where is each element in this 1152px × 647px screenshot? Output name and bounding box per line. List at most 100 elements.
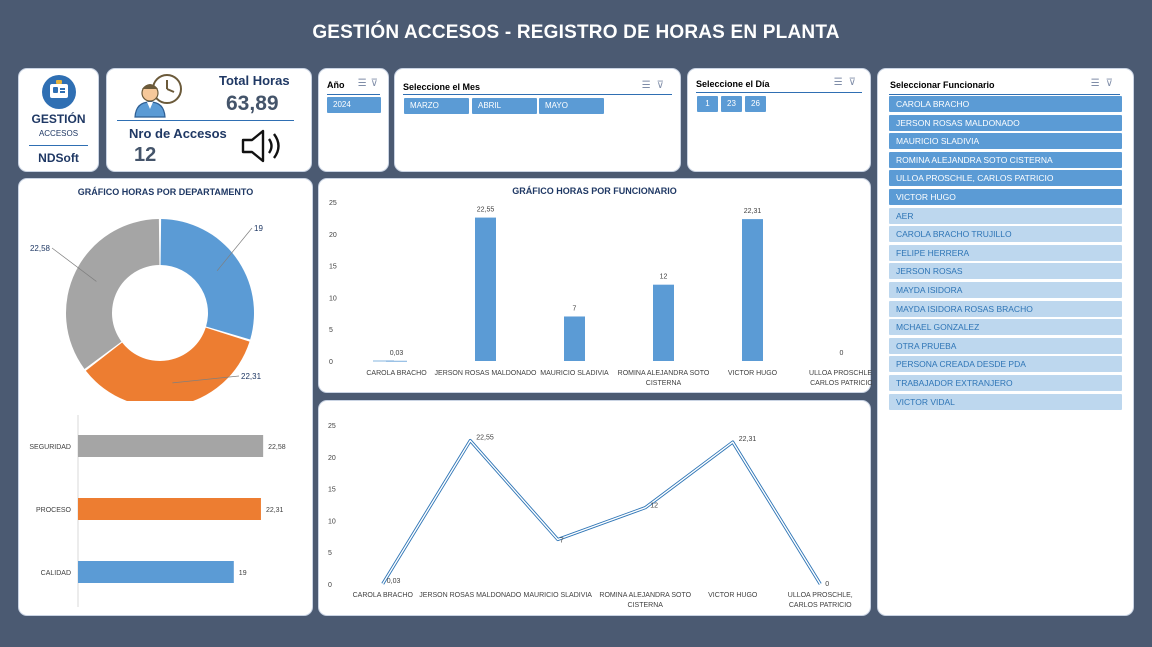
clear-filter-icon[interactable]: ⊽ — [370, 78, 382, 89]
point-value-label: 7 — [560, 537, 564, 544]
bar-romina-alejandra-soto-cisterna[interactable] — [653, 284, 674, 361]
employee-slicer-title: Seleccionar Funcionario — [890, 80, 995, 90]
bar-jerson-rosas-maldonado[interactable] — [475, 217, 496, 361]
employee-item-carola-bracho[interactable]: CAROLA BRACHO — [889, 96, 1122, 112]
bar-calidad[interactable] — [78, 561, 234, 583]
category-label: VICTOR HUGO — [728, 370, 778, 377]
point-value-label: 22,31 — [739, 436, 757, 443]
day-item-23[interactable]: 23 — [721, 96, 742, 112]
y-tick-label: 0 — [328, 582, 332, 589]
employee-line-chart: 0 5 10 15 20 25 0,03 CAROLA BRACHO 22,55 JERSON R… — [328, 423, 853, 609]
leader-line — [216, 227, 253, 272]
month-slicer: Seleccione el Mes ☰⊽ MARZO ABRIL MAYO — [394, 68, 681, 172]
y-tick-label: 20 — [328, 455, 336, 462]
employee-item-persona-creada-desde-pda[interactable]: PERSONA CREADA DESDE PDA — [889, 356, 1122, 373]
employee-item-mayda-isidora-rosas-bracho[interactable]: MAYDA ISIDORA ROSAS BRACHO — [889, 300, 1122, 317]
category-label: ROMINA ALEJANDRA SOTO — [599, 592, 691, 599]
id-badge-icon — [42, 75, 76, 109]
employee-item-ulloa-proschle-carlos-patricio[interactable]: ULLOA PROSCHLE, CARLOS PATRICIO — [889, 170, 1122, 187]
slicer-rule — [327, 94, 380, 95]
department-doughnut-chart: 19 22,31 22,58 — [30, 219, 263, 401]
employee-item-romina-alejandra-soto-cisterna[interactable]: ROMINA ALEJANDRA SOTO CISTERNA — [889, 151, 1122, 168]
slicer-icons: ☰⊽ — [834, 77, 862, 88]
y-tick-label: 15 — [329, 264, 337, 271]
y-tick-label: 10 — [329, 295, 337, 302]
point-value-label: 0,03 — [387, 578, 401, 585]
employee-item-mayda-isidora[interactable]: MAYDA ISIDORA — [889, 282, 1122, 298]
speaker-icon — [241, 129, 280, 163]
employee-bar-chart: 0 5 10 15 20 25 0,03 CAROLA BRACHO 22,55 JERSON R… — [329, 200, 872, 387]
page-title: GESTIÓN ACCESOS - REGISTRO DE HORAS EN P… — [312, 22, 840, 43]
kpi-card: Total Horas 63,89 Nro de Accesos 12 — [106, 68, 312, 172]
employee-item-victor-hugo[interactable]: VICTOR HUGO — [889, 189, 1122, 205]
doughnut-label: 22,58 — [30, 244, 51, 253]
bar-proceso[interactable] — [78, 498, 261, 520]
slicer-rule — [889, 94, 1120, 95]
category-label: CARLOS PATRICIO — [789, 602, 852, 609]
bar-value-label: 12 — [660, 274, 668, 281]
bar-value-label: 0 — [840, 350, 844, 357]
total-hours-label: Total Horas — [219, 73, 290, 88]
multi-select-icon[interactable]: ☰ — [833, 77, 849, 88]
month-item-marzo[interactable]: MARZO — [404, 98, 469, 114]
doughnut-label: 19 — [254, 224, 263, 233]
employee-item-mauricio-sladivia[interactable]: MAURICIO SLADIVIA — [889, 133, 1122, 150]
bar-carola-bracho[interactable] — [386, 360, 407, 362]
doughnut-slice-seguridad[interactable] — [66, 219, 160, 369]
bar-value-label: 22,31 — [744, 208, 762, 215]
multi-select-icon[interactable]: ☰ — [641, 80, 657, 91]
employee-bar-chart-card: GRÁFICO HORAS POR FUNCIONARIO 0 5 10 15 20 25… — [318, 178, 872, 393]
employee-item-trabajador-extranjero[interactable]: TRABAJADOR EXTRANJERO — [889, 375, 1122, 391]
y-tick-label: 25 — [328, 423, 336, 430]
employee-item-otra-prueba[interactable]: OTRA PRUEBA — [889, 337, 1122, 354]
point-value-label: 12 — [650, 503, 658, 510]
bar-victor-hugo[interactable] — [742, 219, 763, 361]
employee-item-aer[interactable]: AER — [889, 207, 1122, 224]
year-item[interactable]: 2024 — [327, 97, 381, 113]
category-label: JERSON ROSAS MALDONADO — [419, 592, 521, 599]
category-label: CISTERNA — [646, 380, 682, 387]
clear-filter-icon[interactable]: ⊽ — [1105, 78, 1119, 89]
month-item-mayo[interactable]: MAYO — [539, 98, 604, 114]
employee-item-jerson-rosas-maldonado[interactable]: JERSON ROSAS MALDONADO — [889, 114, 1122, 131]
bar-value-label: 22,58 — [268, 444, 286, 451]
multi-select-icon[interactable]: ☰ — [357, 78, 371, 89]
employee-item-felipe-herrera[interactable]: FELIPE HERRERA — [889, 244, 1122, 261]
y-tick-label: 20 — [329, 232, 337, 239]
day-item-1[interactable]: 1 — [697, 96, 718, 112]
category-label: PROCESO — [36, 507, 72, 514]
day-item-26[interactable]: 26 — [745, 96, 766, 112]
doughnut-slice-calidad[interactable] — [160, 219, 254, 340]
point-value-label: 22,55 — [476, 435, 494, 442]
slicer-rule — [403, 94, 672, 95]
category-label: ULLOA PROSCHLE, — [788, 592, 853, 599]
month-slicer-title: Seleccione el Mes — [403, 82, 481, 92]
logo-card: GESTIÓN ACCESOS NDSoft — [18, 68, 99, 172]
access-count-label: Nro de Accesos — [129, 126, 227, 141]
clock-person-icon — [134, 74, 182, 118]
y-tick-label: 5 — [328, 550, 332, 557]
employee-item-victor-vidal[interactable]: VICTOR VIDAL — [889, 393, 1122, 410]
employee-item-mchael-gonzalez[interactable]: MCHAEL GONZALEZ — [889, 319, 1122, 336]
doughnut-label: 22,31 — [241, 372, 262, 381]
bar-seguridad[interactable] — [78, 435, 264, 457]
bar-value-label: 0,03 — [390, 350, 404, 357]
bar-mauricio-sladivia[interactable] — [564, 316, 585, 361]
logo-title: GESTIÓN — [31, 112, 86, 126]
department-bar-chart: SEGURIDAD 22,58 PROCESO 22,31 CALIDAD 19 — [29, 415, 286, 607]
employee-item-jerson-rosas[interactable]: JERSON ROSAS — [889, 263, 1122, 280]
employee-item-carola-bracho-trujillo[interactable]: CAROLA BRACHO TRUJILLO — [889, 226, 1122, 243]
clear-filter-icon[interactable]: ⊽ — [656, 80, 670, 91]
multi-select-icon[interactable]: ☰ — [1090, 78, 1106, 89]
line-series[interactable] — [382, 439, 821, 585]
clear-filter-icon[interactable]: ⊽ — [848, 77, 862, 88]
department-chart-card: GRÁFICO HORAS POR DEPARTAMENTO 19 22,31 22… — [18, 178, 313, 616]
bar-value-label: 19 — [239, 570, 247, 577]
leader-line — [51, 247, 97, 282]
category-label: ULLOA PROSCHLE, — [809, 370, 872, 377]
month-item-abril[interactable]: ABRIL — [472, 98, 537, 114]
category-label: MAURICIO SLADIVIA — [540, 370, 609, 377]
slicer-icons: ☰⊽ — [1091, 78, 1119, 89]
doughnut-slice-proceso[interactable] — [85, 327, 250, 401]
slicer-icons: ☰⊽ — [642, 80, 670, 91]
